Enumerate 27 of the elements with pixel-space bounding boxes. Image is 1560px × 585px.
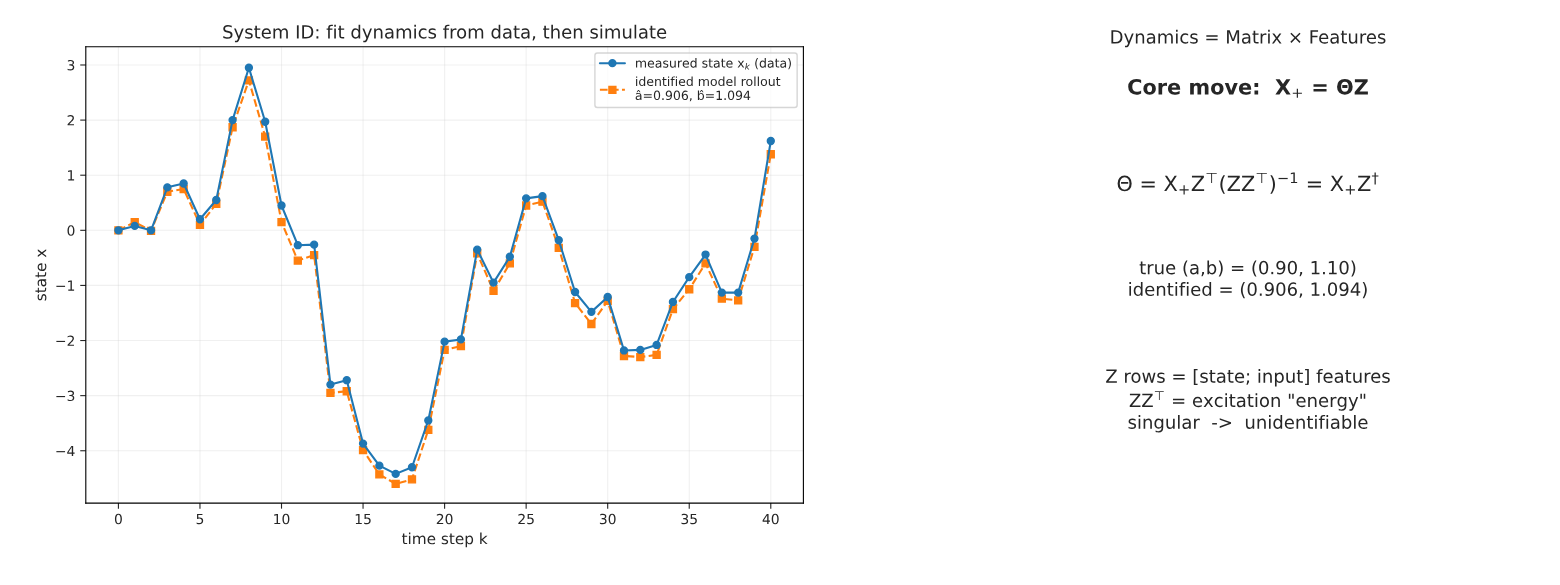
x-tick-label: 40 — [762, 513, 779, 525]
text: Core move: X$_{+}$ = ΘZ — [1128, 78, 1368, 98]
y-tick-label: 1 — [68, 170, 75, 181]
x-tick-label: 10 — [274, 513, 290, 525]
text: Dynamics = Matrix × Features — [1111, 29, 1386, 48]
x-tick-label: 25 — [518, 513, 534, 525]
x-tick-label: 35 — [681, 513, 697, 525]
text: Θ = X$_{+}$Z$^{⊤}$(ZZ$^{⊤}$)$^{−1}$ = X$_{+}$Z$^{†}$ — [1117, 172, 1379, 195]
y-tick-label: −3 — [56, 390, 75, 402]
x-tick-label: 20 — [436, 513, 453, 525]
y-tick-label: −2 — [56, 335, 74, 346]
text: Z rows = [state; input] features ZZ$^{⊤}$ = excitation "energy" singular -> unidentifiable — [1106, 368, 1390, 433]
x-tick-label: 15 — [355, 513, 371, 525]
x-tick-label: 5 — [196, 513, 204, 525]
text: true (a,b) = (0.90, 1.10) identified = (0.906, 1.094) — [1129, 260, 1367, 299]
x-tick-label: 30 — [599, 513, 616, 525]
y-tick-label: 2 — [67, 115, 74, 126]
chart-title: System ID: fit dynamics from data, then simulate — [223, 24, 667, 43]
y-tick-label: 0 — [67, 225, 75, 236]
y-axis-title: state x — [35, 249, 47, 301]
y-tick-label: −4 — [56, 445, 75, 457]
y-tick-label: 3 — [67, 59, 75, 71]
x-axis-title: time step k — [401, 532, 488, 548]
y-tick-label: −1 — [56, 280, 75, 291]
x-tick-label: 0 — [114, 513, 122, 525]
legend-label: identified model rollout â=0.906, b̂=1.094 — [635, 76, 781, 102]
legend-label: measured state x$_{k}$ (data) — [636, 58, 791, 70]
